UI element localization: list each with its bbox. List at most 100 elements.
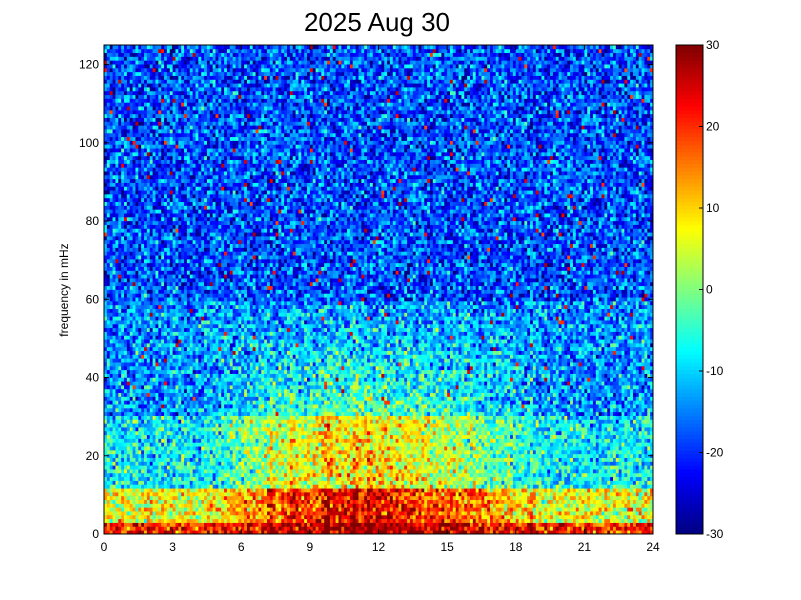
heatmap-cell bbox=[118, 400, 122, 405]
heatmap-cell bbox=[124, 369, 128, 374]
heatmap-cell bbox=[195, 236, 199, 241]
heatmap-cell bbox=[186, 499, 191, 504]
heatmap-cell bbox=[189, 381, 194, 386]
heatmap-cell bbox=[106, 495, 111, 501]
heatmap-cell bbox=[172, 255, 176, 260]
heatmap-cell bbox=[195, 129, 199, 134]
heatmap-cell bbox=[104, 132, 108, 138]
heatmap-cell bbox=[161, 472, 165, 478]
heatmap-cell bbox=[152, 320, 156, 325]
heatmap-cell bbox=[192, 64, 196, 69]
heatmap-cell bbox=[161, 300, 165, 306]
heatmap-cell bbox=[206, 400, 211, 405]
heatmap-cell bbox=[155, 404, 159, 409]
heatmap-cell bbox=[169, 404, 174, 409]
heatmap-cell bbox=[169, 488, 174, 493]
heatmap-cell bbox=[129, 98, 133, 103]
heatmap-cell bbox=[181, 159, 185, 164]
heatmap-cell bbox=[124, 140, 128, 145]
heatmap-cell bbox=[132, 457, 136, 462]
heatmap-cell bbox=[138, 258, 142, 264]
heatmap-cell bbox=[164, 430, 168, 436]
heatmap-cell bbox=[189, 213, 194, 218]
heatmap-cell bbox=[195, 381, 199, 386]
heatmap-cell bbox=[141, 465, 145, 470]
heatmap-cell bbox=[115, 342, 119, 348]
heatmap-cell bbox=[201, 64, 205, 69]
heatmap-cell bbox=[155, 396, 159, 401]
heatmap-cell bbox=[126, 121, 131, 126]
heatmap-cell bbox=[132, 407, 136, 413]
heatmap-cell bbox=[201, 285, 205, 290]
heatmap-cell bbox=[201, 293, 205, 298]
heatmap-cell bbox=[181, 220, 185, 225]
heatmap-cell bbox=[158, 182, 162, 187]
heatmap-cell bbox=[201, 266, 205, 271]
heatmap-cell bbox=[109, 163, 113, 168]
heatmap-cell bbox=[172, 438, 176, 443]
heatmap-cell bbox=[172, 60, 176, 65]
heatmap-cell bbox=[138, 327, 142, 332]
heatmap-cell bbox=[198, 136, 202, 141]
heatmap-cell bbox=[149, 56, 154, 61]
heatmap-cell bbox=[104, 209, 108, 214]
heatmap-cell bbox=[158, 159, 162, 164]
heatmap-cell bbox=[209, 465, 214, 470]
heatmap-cell bbox=[144, 48, 148, 54]
heatmap-cell bbox=[161, 79, 165, 84]
heatmap-cell bbox=[106, 258, 111, 264]
heatmap-cell bbox=[144, 354, 148, 359]
heatmap-cell bbox=[124, 232, 128, 237]
heatmap-cell bbox=[149, 205, 154, 210]
heatmap-cell bbox=[124, 79, 128, 84]
heatmap-cell bbox=[178, 522, 182, 527]
heatmap-cell bbox=[118, 335, 122, 340]
heatmap-cell bbox=[195, 362, 199, 367]
heatmap-cell bbox=[204, 316, 208, 321]
heatmap-cell bbox=[161, 423, 165, 428]
heatmap-cell bbox=[181, 377, 185, 382]
heatmap-cell bbox=[104, 369, 108, 374]
heatmap-cell bbox=[132, 312, 136, 317]
heatmap-cell bbox=[189, 472, 194, 478]
heatmap-cell bbox=[178, 174, 182, 180]
heatmap-cell bbox=[118, 514, 122, 520]
heatmap-cell bbox=[135, 411, 139, 416]
heatmap-cell bbox=[109, 71, 113, 76]
heatmap-cell bbox=[212, 190, 216, 195]
heatmap-cell bbox=[204, 148, 208, 153]
heatmap-cell bbox=[121, 174, 125, 180]
heatmap-cell bbox=[204, 484, 208, 489]
heatmap-cell bbox=[201, 300, 205, 306]
heatmap-cell bbox=[161, 144, 165, 149]
heatmap-cell bbox=[132, 281, 136, 287]
heatmap-cell bbox=[192, 495, 196, 501]
heatmap-cell bbox=[124, 511, 128, 516]
heatmap-cell bbox=[129, 243, 133, 248]
heatmap-cell bbox=[132, 151, 136, 157]
heatmap-cell bbox=[158, 132, 162, 138]
heatmap-cell bbox=[189, 236, 194, 241]
heatmap-cell bbox=[109, 507, 113, 512]
heatmap-cell bbox=[186, 159, 191, 164]
heatmap-cell bbox=[141, 442, 145, 447]
heatmap-cell bbox=[169, 388, 174, 394]
heatmap-cell bbox=[155, 251, 159, 256]
heatmap-cell bbox=[144, 94, 148, 99]
heatmap-cell bbox=[106, 484, 111, 489]
heatmap-cell bbox=[189, 526, 194, 531]
heatmap-cell bbox=[204, 75, 208, 80]
heatmap-cell bbox=[161, 381, 165, 386]
heatmap-cell bbox=[169, 335, 174, 340]
heatmap-cell bbox=[141, 258, 145, 264]
heatmap-cell bbox=[149, 526, 154, 531]
heatmap-cell bbox=[166, 239, 171, 245]
heatmap-cell bbox=[158, 171, 162, 176]
heatmap-cell bbox=[141, 388, 145, 394]
heatmap-cell bbox=[149, 484, 154, 489]
heatmap-cell bbox=[209, 258, 214, 264]
heatmap-cell bbox=[135, 266, 139, 271]
heatmap-cell bbox=[132, 75, 136, 80]
heatmap-cell bbox=[181, 297, 185, 302]
heatmap-cell bbox=[206, 507, 211, 512]
